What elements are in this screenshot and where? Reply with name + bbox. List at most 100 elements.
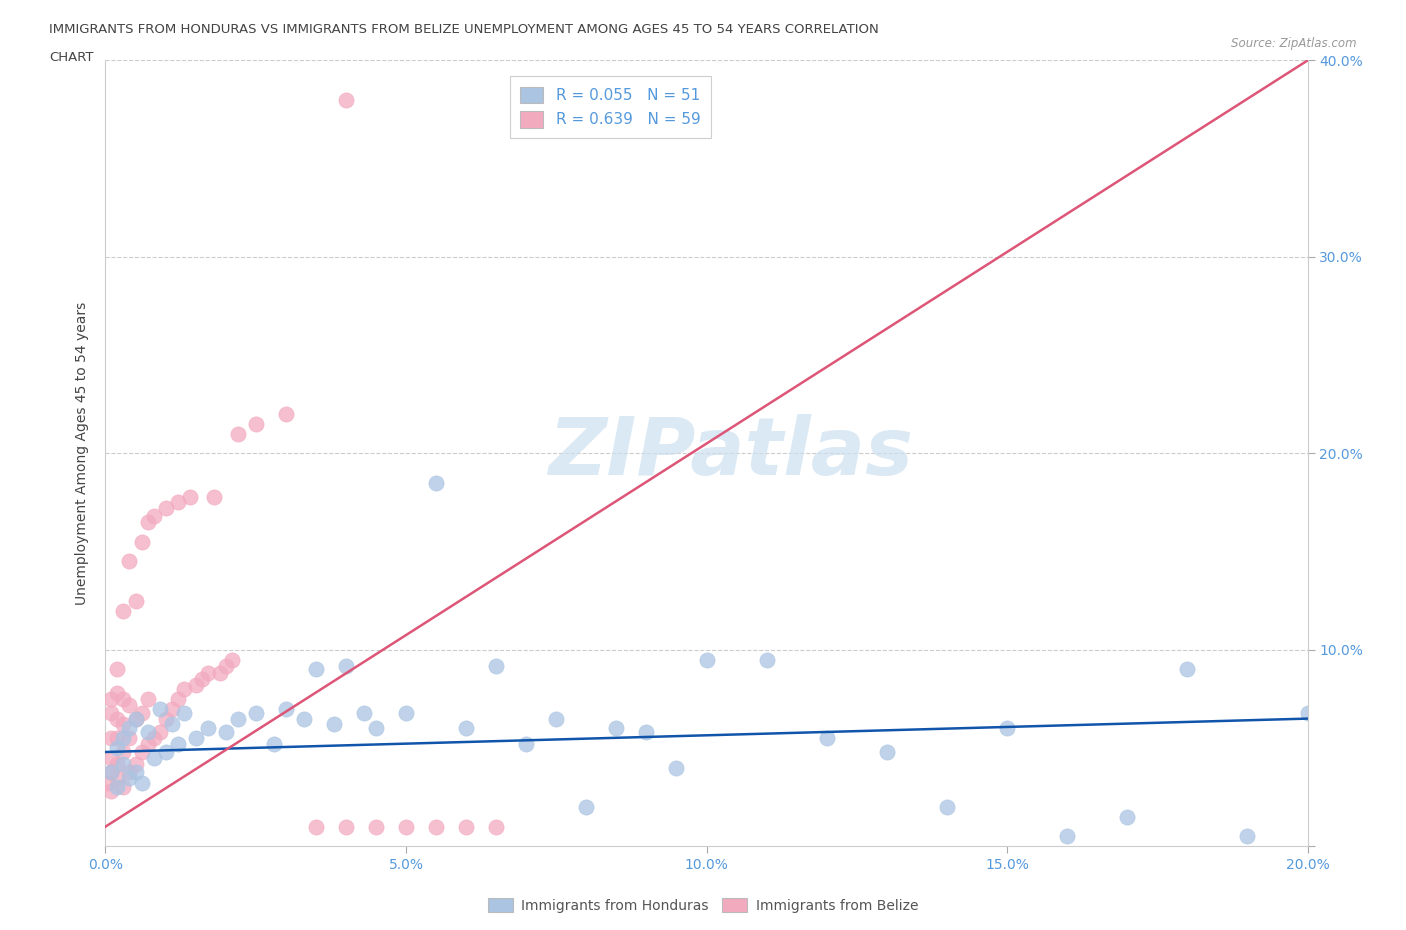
Point	[1175, 662, 1198, 677]
Point	[166, 737, 188, 751]
Point	[124, 593, 146, 608]
Point	[1296, 705, 1319, 720]
Point	[148, 701, 170, 716]
Point	[335, 92, 357, 107]
Point	[124, 756, 146, 771]
Point	[107, 756, 129, 771]
Point	[1116, 809, 1139, 824]
Point	[160, 717, 183, 732]
Point	[100, 692, 122, 707]
Point	[184, 731, 207, 746]
Point	[118, 721, 141, 736]
Point	[364, 721, 387, 736]
Point	[395, 819, 418, 834]
Point	[755, 652, 778, 667]
Point	[665, 761, 688, 776]
Point	[155, 711, 177, 726]
Point	[263, 737, 285, 751]
Point	[485, 819, 508, 834]
Point	[636, 724, 658, 739]
Point	[208, 666, 231, 681]
Point	[485, 658, 508, 673]
Point	[131, 535, 153, 550]
Point	[425, 819, 447, 834]
Point	[335, 658, 357, 673]
Point	[322, 717, 344, 732]
Point	[107, 770, 129, 785]
Point	[131, 745, 153, 760]
Point	[131, 705, 153, 720]
Point	[179, 489, 201, 504]
Point	[221, 652, 243, 667]
Legend: Immigrants from Honduras, Immigrants from Belize: Immigrants from Honduras, Immigrants fro…	[482, 893, 924, 919]
Point	[876, 745, 898, 760]
Point	[100, 751, 122, 765]
Point	[696, 652, 718, 667]
Point	[124, 764, 146, 779]
Point	[124, 711, 146, 726]
Point	[515, 737, 537, 751]
Point	[173, 705, 195, 720]
Point	[155, 501, 177, 516]
Point	[97, 776, 120, 790]
Point	[107, 780, 129, 795]
Point	[292, 711, 315, 726]
Point	[364, 819, 387, 834]
Point	[142, 509, 165, 524]
Point	[546, 711, 568, 726]
Point	[274, 406, 297, 421]
Point	[112, 745, 135, 760]
Point	[353, 705, 375, 720]
Point	[107, 662, 129, 677]
Point	[131, 776, 153, 790]
Point	[148, 724, 170, 739]
Point	[118, 731, 141, 746]
Point	[245, 417, 267, 432]
Point	[136, 737, 159, 751]
Point	[454, 819, 477, 834]
Point	[395, 705, 418, 720]
Point	[1056, 829, 1078, 844]
Point	[112, 731, 135, 746]
Point	[100, 705, 122, 720]
Point	[335, 819, 357, 834]
Point	[112, 756, 135, 771]
Point	[197, 666, 219, 681]
Point	[107, 685, 129, 700]
Point	[100, 731, 122, 746]
Point	[166, 692, 188, 707]
Point	[118, 770, 141, 785]
Point	[100, 764, 122, 779]
Point	[142, 731, 165, 746]
Y-axis label: Unemployment Among Ages 45 to 54 years: Unemployment Among Ages 45 to 54 years	[76, 301, 90, 605]
Point	[118, 764, 141, 779]
Point	[1236, 829, 1258, 844]
Point	[214, 724, 236, 739]
Point	[166, 495, 188, 510]
Point	[226, 711, 249, 726]
Point	[305, 819, 328, 834]
Point	[160, 701, 183, 716]
Point	[605, 721, 627, 736]
Point	[136, 692, 159, 707]
Point	[136, 724, 159, 739]
Point	[107, 740, 129, 755]
Point	[245, 705, 267, 720]
Point	[190, 671, 212, 686]
Point	[184, 678, 207, 693]
Point	[202, 489, 225, 504]
Point	[197, 721, 219, 736]
Point	[995, 721, 1018, 736]
Point	[107, 731, 129, 746]
Point	[454, 721, 477, 736]
Point	[173, 682, 195, 697]
Point	[142, 751, 165, 765]
Point	[112, 604, 135, 618]
Point	[124, 711, 146, 726]
Point	[575, 800, 598, 815]
Point	[305, 662, 328, 677]
Point	[112, 717, 135, 732]
Point	[107, 711, 129, 726]
Point	[155, 745, 177, 760]
Point	[100, 784, 122, 799]
